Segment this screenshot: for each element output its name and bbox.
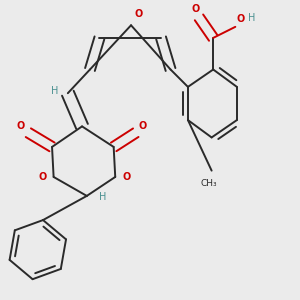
Text: O: O: [134, 9, 142, 19]
Text: O: O: [139, 121, 147, 131]
Text: H: H: [99, 193, 107, 202]
Text: O: O: [122, 172, 130, 182]
Text: O: O: [192, 4, 200, 14]
Text: O: O: [17, 121, 25, 131]
Text: H: H: [248, 13, 255, 23]
Text: O: O: [38, 172, 47, 182]
Text: O: O: [237, 14, 245, 24]
Text: H: H: [51, 86, 58, 96]
Text: CH₃: CH₃: [200, 178, 217, 188]
